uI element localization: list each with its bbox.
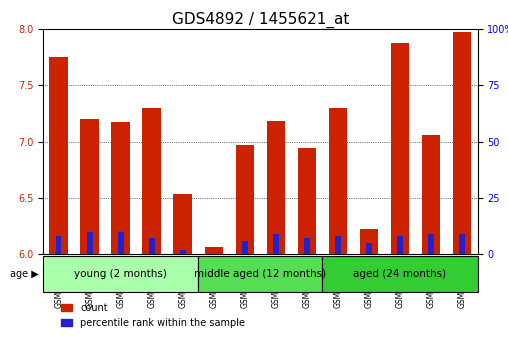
Bar bbox=[236, 145, 254, 254]
Bar bbox=[453, 32, 471, 254]
Bar bbox=[304, 238, 310, 254]
Bar bbox=[242, 241, 247, 254]
Bar bbox=[198, 256, 323, 292]
Bar bbox=[43, 29, 74, 254]
Bar bbox=[87, 232, 92, 254]
Bar bbox=[329, 108, 347, 254]
Bar bbox=[298, 148, 316, 254]
Bar bbox=[397, 236, 403, 254]
Bar bbox=[360, 229, 378, 254]
Bar bbox=[74, 29, 105, 254]
Bar bbox=[105, 29, 136, 254]
Bar bbox=[118, 232, 123, 254]
Bar bbox=[260, 29, 292, 254]
Text: young (2 months): young (2 months) bbox=[74, 269, 167, 279]
Text: middle aged (12 months): middle aged (12 months) bbox=[194, 269, 327, 279]
Bar bbox=[323, 256, 478, 292]
Bar bbox=[111, 122, 130, 254]
Bar bbox=[335, 236, 341, 254]
Bar bbox=[391, 42, 409, 254]
Bar bbox=[49, 57, 68, 254]
Bar bbox=[366, 243, 372, 254]
Bar bbox=[80, 119, 99, 254]
Bar bbox=[428, 234, 434, 254]
Title: GDS4892 / 1455621_at: GDS4892 / 1455621_at bbox=[172, 12, 349, 28]
Bar bbox=[149, 238, 154, 254]
Bar bbox=[323, 29, 354, 254]
Bar bbox=[43, 29, 478, 254]
Legend: count, percentile rank within the sample: count, percentile rank within the sample bbox=[57, 299, 249, 331]
Bar bbox=[422, 135, 440, 254]
Bar bbox=[173, 195, 192, 254]
Bar bbox=[292, 29, 323, 254]
Bar bbox=[447, 29, 478, 254]
Bar bbox=[43, 256, 198, 292]
Bar bbox=[416, 29, 447, 254]
Bar bbox=[136, 29, 167, 254]
Bar bbox=[56, 236, 61, 254]
Bar bbox=[229, 29, 260, 254]
Bar bbox=[354, 29, 385, 254]
Bar bbox=[267, 121, 285, 254]
Text: age ▶: age ▶ bbox=[10, 269, 39, 279]
Text: aged (24 months): aged (24 months) bbox=[354, 269, 447, 279]
Bar bbox=[273, 234, 279, 254]
Bar bbox=[385, 29, 416, 254]
Bar bbox=[142, 108, 161, 254]
Bar bbox=[459, 234, 465, 254]
Bar bbox=[205, 247, 223, 254]
Bar bbox=[167, 29, 198, 254]
Bar bbox=[180, 250, 185, 254]
Bar bbox=[198, 29, 229, 254]
